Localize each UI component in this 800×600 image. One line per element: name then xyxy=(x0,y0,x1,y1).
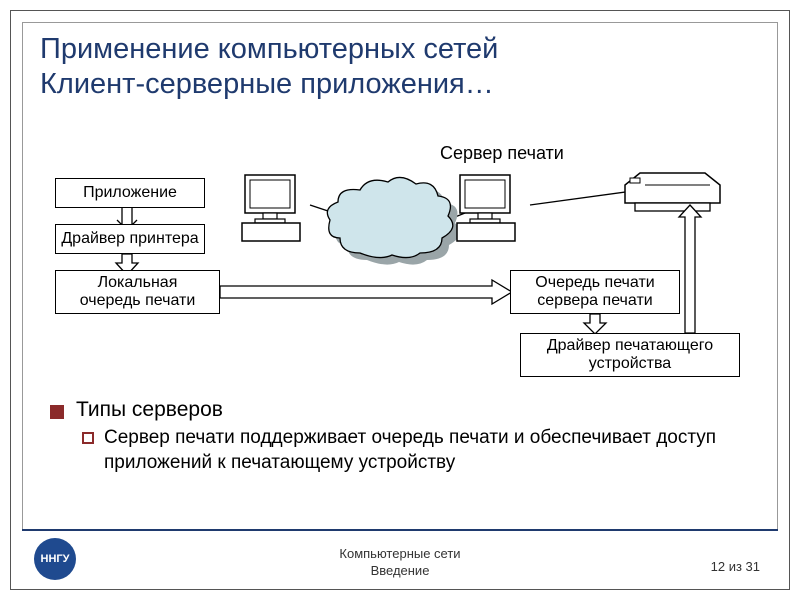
title-line-2: Клиент-серверные приложения… xyxy=(40,68,494,100)
footer-line-2: Введение xyxy=(371,563,430,578)
bullet-main-text: Типы серверов xyxy=(76,398,223,422)
footer-center: Компьютерные сети Введение xyxy=(0,546,800,580)
box-server-queue: Очередь печати сервера печати xyxy=(510,270,680,314)
bullet-sub-row: Сервер печати поддерживает очередь печат… xyxy=(50,426,750,475)
bullet-area: Типы серверов Сервер печати поддерживает… xyxy=(50,398,750,479)
diagram-area: Сервер печати Приложение Драйвер принтер… xyxy=(40,135,760,395)
bullet-main-row: Типы серверов xyxy=(50,398,750,422)
box-local-queue: Локальная очередь печати xyxy=(55,270,220,314)
footer-line-1: Компьютерные сети xyxy=(339,546,460,561)
box-application: Приложение xyxy=(55,178,205,208)
print-server-label: Сервер печати xyxy=(440,143,564,164)
page-number: 12 из 31 xyxy=(711,559,760,574)
footer-divider xyxy=(22,529,778,531)
bullet-open-square-icon xyxy=(82,432,94,444)
box-printer-driver: Драйвер принтера xyxy=(55,224,205,254)
box-device-driver: Драйвер печатающего устройства xyxy=(520,333,740,377)
bullet-square-icon xyxy=(50,405,64,419)
bullet-sub-text: Сервер печати поддерживает очередь печат… xyxy=(104,426,750,475)
slide-title: Применение компьютерных сетей Клиент-сер… xyxy=(40,32,760,102)
title-line-1: Применение компьютерных сетей xyxy=(40,33,498,65)
